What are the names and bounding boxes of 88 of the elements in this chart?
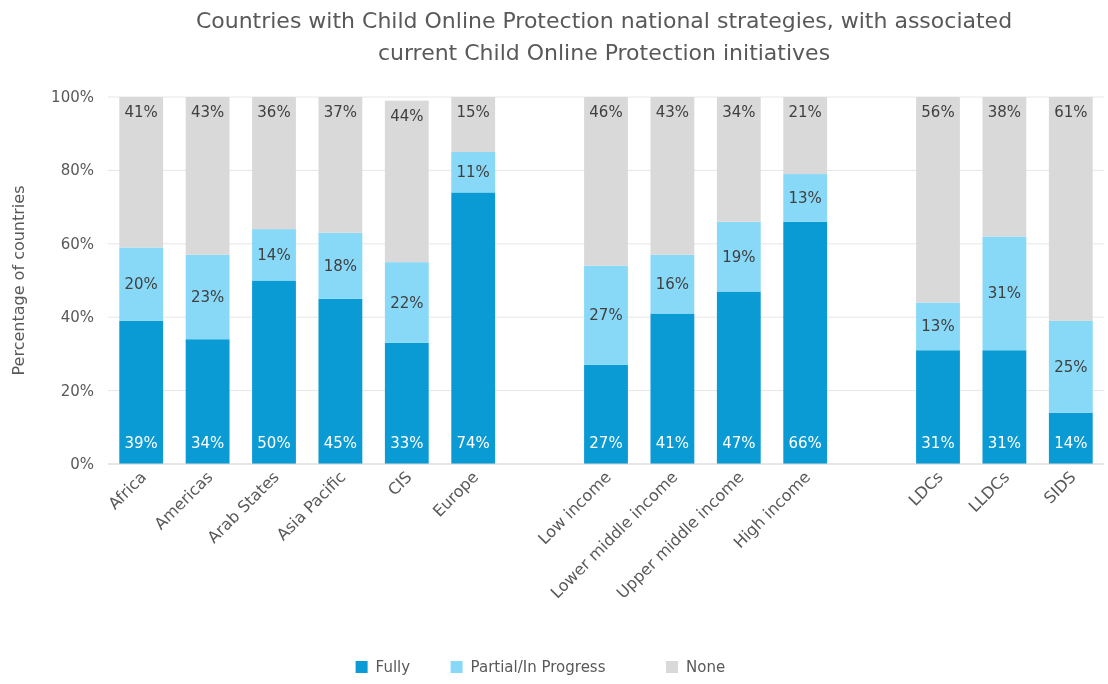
data-label: 38% bbox=[987, 103, 1022, 121]
y-tick-label: 100% bbox=[51, 88, 94, 106]
data-label: 34% bbox=[722, 103, 756, 121]
data-label: 41% bbox=[655, 434, 690, 452]
legend-label: Partial/In Progress bbox=[470, 658, 606, 676]
bar bbox=[318, 232, 363, 299]
data-label: 39% bbox=[124, 434, 158, 452]
data-label: 50% bbox=[257, 434, 291, 452]
y-tick-label: 60% bbox=[60, 234, 94, 253]
data-label: 14% bbox=[257, 245, 291, 264]
x-tick-label: CIS bbox=[383, 467, 416, 500]
data-label: 15% bbox=[456, 103, 490, 121]
data-label: 47% bbox=[722, 434, 756, 452]
bar bbox=[318, 298, 363, 464]
data-label: 27% bbox=[589, 306, 623, 325]
data-label: 61% bbox=[1054, 103, 1088, 121]
data-label: 22% bbox=[390, 293, 424, 312]
bar bbox=[584, 364, 628, 464]
y-tick-label: 0% bbox=[70, 455, 94, 473]
bar bbox=[1048, 97, 1093, 321]
data-label: 13% bbox=[788, 188, 822, 207]
bar bbox=[783, 174, 828, 222]
bar bbox=[252, 229, 296, 281]
bar bbox=[783, 97, 828, 175]
data-label: 44% bbox=[390, 106, 424, 125]
bar bbox=[252, 280, 296, 464]
bar bbox=[716, 97, 761, 222]
bar bbox=[982, 236, 1027, 351]
bar bbox=[650, 97, 695, 255]
data-label: 31% bbox=[987, 284, 1022, 303]
data-label: 43% bbox=[655, 103, 690, 121]
data-label: 11% bbox=[456, 163, 490, 182]
bar bbox=[384, 100, 429, 263]
bar bbox=[650, 254, 695, 314]
y-axis-title: Percentage of countries bbox=[9, 185, 28, 376]
bar bbox=[584, 97, 628, 266]
y-tick-label: 20% bbox=[60, 381, 94, 400]
data-label: 21% bbox=[788, 103, 822, 121]
bar bbox=[584, 265, 628, 365]
bar bbox=[716, 291, 761, 464]
data-label: 23% bbox=[190, 288, 225, 307]
data-label: 74% bbox=[456, 434, 490, 452]
data-label: 43% bbox=[190, 103, 225, 121]
data-label: 14% bbox=[1054, 434, 1088, 452]
data-label: 66% bbox=[788, 434, 822, 452]
bar bbox=[185, 339, 230, 464]
bar bbox=[916, 302, 960, 351]
chart-title: Countries with Child Online Protection national strategies, with associated current Child Online Protection initiatives bbox=[195, 8, 1013, 65]
data-label: 45% bbox=[323, 434, 358, 452]
data-label: 37% bbox=[323, 103, 358, 121]
bar bbox=[650, 313, 695, 464]
bar bbox=[318, 97, 363, 233]
data-label: 18% bbox=[323, 256, 358, 275]
data-label: 20% bbox=[124, 275, 158, 294]
data-label: 25% bbox=[1054, 357, 1088, 376]
data-label: 13% bbox=[921, 317, 955, 336]
data-label: 31% bbox=[987, 434, 1022, 452]
bar bbox=[119, 97, 164, 248]
legend-label: Fully bbox=[375, 658, 411, 676]
data-label: 31% bbox=[921, 434, 955, 452]
bar bbox=[185, 254, 230, 340]
data-label: 34% bbox=[190, 434, 225, 452]
data-label: 36% bbox=[257, 103, 291, 121]
bar bbox=[384, 262, 429, 343]
data-label: 33% bbox=[390, 434, 424, 452]
bar bbox=[783, 221, 828, 464]
bar bbox=[1048, 320, 1093, 413]
data-label: 16% bbox=[655, 275, 690, 294]
data-label: 41% bbox=[124, 103, 158, 121]
bar bbox=[982, 97, 1027, 237]
bar bbox=[916, 97, 960, 303]
bar bbox=[451, 97, 496, 153]
y-tick-label: 40% bbox=[60, 308, 94, 327]
data-label: 27% bbox=[589, 434, 623, 452]
bar bbox=[119, 320, 164, 464]
bar bbox=[252, 97, 296, 230]
bar bbox=[384, 342, 429, 464]
data-label: 19% bbox=[722, 247, 756, 266]
legend-label: None bbox=[686, 658, 726, 676]
data-label: 46% bbox=[589, 103, 623, 121]
bar bbox=[716, 221, 761, 292]
bar bbox=[982, 350, 1027, 464]
bar bbox=[451, 192, 496, 464]
bar bbox=[185, 97, 230, 255]
data-label: 56% bbox=[921, 103, 955, 121]
bar bbox=[916, 350, 960, 464]
y-tick-label: 80% bbox=[60, 161, 94, 180]
bar bbox=[119, 247, 164, 321]
